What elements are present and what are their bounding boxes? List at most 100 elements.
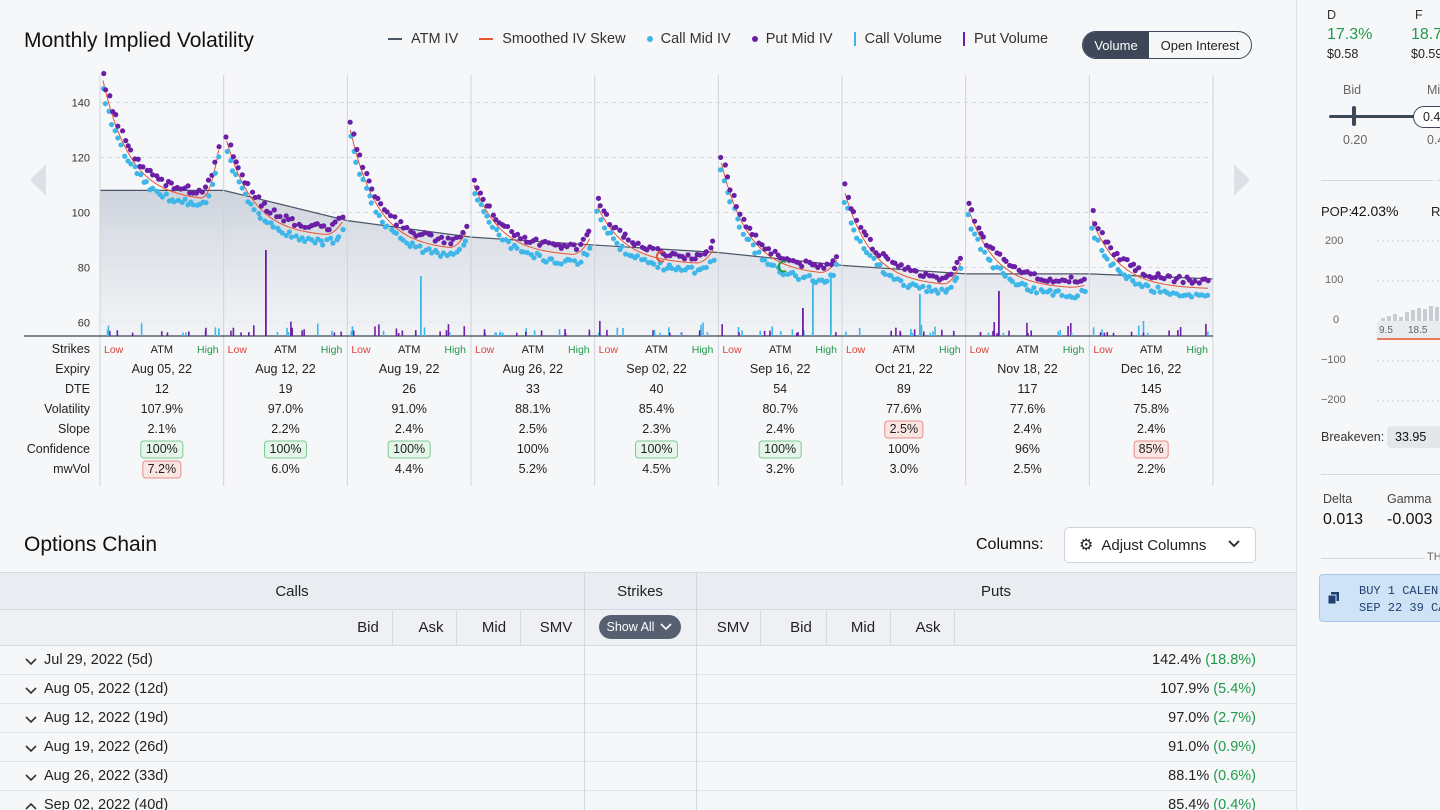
y-tick-label: 60 [78, 317, 90, 329]
legend-atm-iv[interactable]: ATM IV [388, 31, 458, 47]
expiry-row[interactable]: Aug 26, 2022 (33d) 88.1% (0.6%) [0, 762, 1296, 791]
strike-atm-label: ATM [1140, 344, 1162, 356]
price-input[interactable]: 0.4 [1413, 106, 1440, 128]
call-mid-iv-point [159, 194, 165, 200]
strike-atm-label: ATM [522, 344, 544, 356]
call-mid-iv-point [806, 272, 813, 279]
expiry-confidence: 85% [1139, 442, 1164, 456]
call-mid-iv-point [655, 264, 661, 271]
call-volume-bar [382, 330, 385, 336]
put-mid-iv-point [537, 242, 543, 248]
legend-call-volume[interactable]: Call Volume [853, 31, 942, 47]
chevron-right-icon[interactable] [1230, 162, 1252, 198]
call-mid-iv-point [1040, 289, 1046, 295]
call-mid-iv-point [802, 274, 808, 280]
call-volume-bar [1207, 331, 1209, 336]
chevron-left-icon[interactable] [28, 162, 50, 198]
iv-change: (5.4%) [1213, 681, 1256, 697]
expiry-row[interactable]: Jul 29, 2022 (5d) 142.4% (18.8%) [0, 646, 1296, 675]
put-mid-iv-point [571, 242, 577, 248]
strike-low-label: Low [722, 344, 742, 356]
divider [696, 573, 697, 611]
show-all-strikes-button[interactable]: Show All [599, 615, 681, 639]
call-mid-iv-point [756, 249, 762, 255]
chart-title: Monthly Implied Volatility [24, 29, 254, 52]
call-mid-iv-point [770, 262, 777, 268]
call-mid-iv-point [830, 272, 837, 279]
copy-icon[interactable] [1327, 591, 1341, 605]
call-volume-bar [218, 328, 220, 336]
expiry-row[interactable]: Sep 02, 2022 (40d) 85.4% (0.4%) [0, 791, 1296, 810]
expiry-date: Aug 26, 22 [503, 362, 564, 376]
call-mid-iv-point [678, 267, 684, 273]
divider [954, 610, 955, 646]
d-value: 17.3% [1327, 26, 1373, 43]
put-volume-bar [1179, 326, 1182, 336]
legend-smoothed-iv-skew[interactable]: Smoothed IV Skew [479, 31, 626, 47]
call-mid-iv-point [481, 209, 487, 215]
col-call-mid[interactable]: Mid [481, 619, 507, 636]
call-mid-iv-point [598, 217, 604, 223]
call-volume-bar [423, 327, 426, 336]
pl-tick: −100 [1321, 354, 1346, 366]
legend-put-volume[interactable]: Put Volume [962, 31, 1048, 47]
call-volume-bar [700, 324, 702, 336]
chevron-down-icon[interactable] [24, 685, 38, 696]
call-mid-iv-point [735, 216, 741, 222]
toggle-open-interest[interactable]: Open Interest [1160, 37, 1240, 53]
confidence-badge [635, 440, 678, 459]
chevron-down-icon[interactable] [24, 772, 38, 783]
legend-call-mid-iv[interactable]: Call Mid IV [646, 31, 731, 47]
expiry-row[interactable]: Aug 05, 2022 (12d) 107.9% (5.4%) [0, 675, 1296, 704]
put-volume-bar [340, 331, 342, 336]
call-mid-iv-point [1110, 261, 1116, 267]
expiry-row[interactable]: Aug 19, 2022 (26d) 91.0% (0.9%) [0, 733, 1296, 762]
call-volume-bar [185, 332, 187, 336]
put-mid-iv-point [1136, 265, 1142, 271]
chevron-down-icon[interactable] [24, 743, 38, 754]
call-mid-iv-point [456, 246, 463, 252]
expiry-confidence: 100% [146, 442, 178, 456]
expiry-mwvol: 6.0% [271, 462, 300, 476]
order-summary-box[interactable] [1319, 574, 1440, 622]
put-mid-iv-point [202, 184, 209, 190]
call-volume-bar [779, 330, 782, 336]
breakeven-label: Breakeven: [1321, 430, 1385, 444]
legend-put-mid-iv[interactable]: Put Mid IV [751, 31, 833, 47]
expiry-slope: 2.4% [395, 422, 424, 436]
col-put-ask[interactable]: Ask [915, 619, 941, 636]
call-mid-iv-point [461, 242, 467, 248]
toggle-volume[interactable]: Volume [1083, 32, 1149, 58]
call-volume-bar [501, 332, 504, 336]
call-mid-iv-point [1009, 278, 1015, 284]
adjust-columns-button[interactable]: ⚙ Adjust Columns [1064, 527, 1256, 563]
put-mid-iv-point [597, 203, 603, 209]
call-volume-bar [706, 332, 709, 336]
expiry-volatility: 80.7% [762, 402, 797, 416]
col-put-smv[interactable]: SMV [716, 619, 750, 636]
expiry-label: Aug 19, 2022 (26d) [44, 739, 169, 755]
price-slider-handle[interactable] [1352, 106, 1356, 126]
call-volume-bar [1002, 332, 1005, 336]
put-mid-iv-point [277, 213, 283, 220]
col-call-smv[interactable]: SMV [539, 619, 573, 636]
bar-swatch-icon [962, 32, 965, 46]
call-volume-bar [919, 294, 921, 336]
expiry-row[interactable]: Aug 12, 2022 (19d) 97.0% (2.7%) [0, 704, 1296, 733]
col-call-bid[interactable]: Bid [357, 619, 379, 636]
col-put-mid[interactable]: Mid [850, 619, 876, 636]
chevron-down-icon[interactable] [24, 714, 38, 725]
chevron-up-icon[interactable] [24, 801, 38, 810]
call-volume-bar [107, 325, 110, 336]
col-call-ask[interactable]: Ask [418, 619, 444, 636]
chevron-down-icon[interactable] [24, 656, 38, 667]
smoothed-iv-skew-line [968, 209, 1085, 288]
put-mid-iv-point [1095, 226, 1101, 232]
col-put-bid[interactable]: Bid [790, 619, 812, 636]
pl-x-tick: 18.5 [1408, 325, 1428, 336]
price-slider-track[interactable] [1329, 115, 1419, 118]
call-volume-bar [803, 332, 805, 336]
put-mid-iv-point [493, 217, 499, 223]
call-mid-iv-point [689, 264, 695, 270]
smoothed-iv-skew-line [102, 80, 220, 199]
